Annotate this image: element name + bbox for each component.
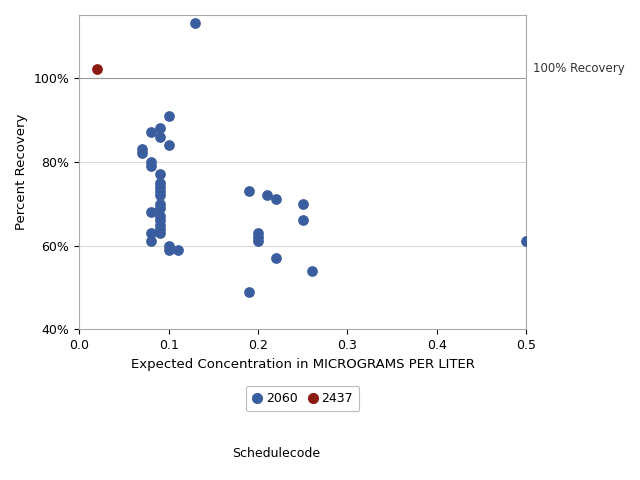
Point — [145, 162, 156, 170]
Point — [190, 20, 200, 27]
Point — [163, 141, 173, 149]
Point — [92, 66, 102, 73]
Point — [154, 132, 164, 140]
Point — [163, 246, 173, 253]
Point — [154, 179, 164, 187]
Point — [154, 183, 164, 191]
Point — [154, 187, 164, 195]
Point — [271, 195, 281, 203]
Point — [145, 129, 156, 136]
Point — [154, 204, 164, 212]
Point — [136, 149, 147, 157]
Point — [163, 242, 173, 250]
Point — [154, 192, 164, 199]
Point — [154, 229, 164, 237]
Point — [271, 254, 281, 262]
Point — [145, 158, 156, 166]
Point — [298, 216, 308, 224]
Point — [244, 288, 254, 296]
Point — [154, 170, 164, 178]
Point — [154, 221, 164, 228]
Point — [163, 112, 173, 120]
Y-axis label: Percent Recovery: Percent Recovery — [15, 114, 28, 230]
Point — [172, 246, 182, 253]
Point — [244, 187, 254, 195]
Point — [521, 238, 531, 245]
Point — [298, 200, 308, 207]
Point — [145, 229, 156, 237]
Point — [154, 124, 164, 132]
Legend: 2060, 2437: 2060, 2437 — [246, 385, 360, 411]
Point — [145, 238, 156, 245]
Point — [262, 192, 272, 199]
Point — [136, 145, 147, 153]
Point — [154, 212, 164, 220]
Point — [307, 267, 317, 275]
Point — [145, 208, 156, 216]
X-axis label: Expected Concentration in MICROGRAMS PER LITER: Expected Concentration in MICROGRAMS PER… — [131, 358, 475, 371]
Point — [253, 238, 263, 245]
Point — [253, 229, 263, 237]
Text: Schedulecode: Schedulecode — [232, 447, 320, 460]
Point — [154, 200, 164, 207]
Text: 100% Recovery: 100% Recovery — [533, 62, 625, 75]
Point — [154, 216, 164, 224]
Point — [154, 225, 164, 233]
Point — [253, 233, 263, 241]
